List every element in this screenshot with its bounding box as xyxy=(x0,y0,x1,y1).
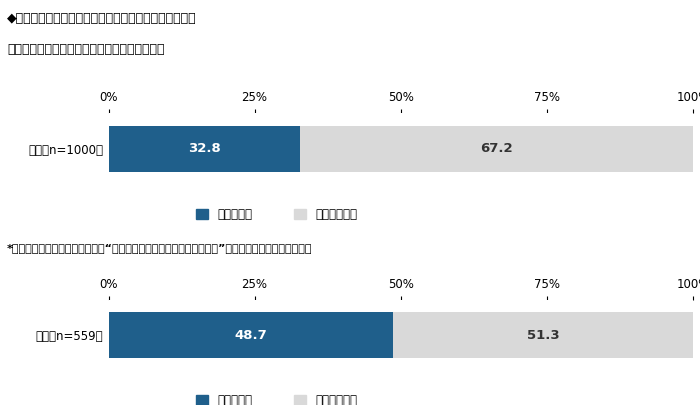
Text: *職場でアルコール検知器による“社用車運転者のアルコールチェック”が実施されている人がベース: *職場でアルコール検知器による“社用車運転者のアルコールチェック”が実施されてい… xyxy=(7,243,312,253)
Bar xyxy=(108,126,693,172)
Legend: 知っていた, 知らなかった: 知っていた, 知らなかった xyxy=(191,203,362,226)
Text: 48.7: 48.7 xyxy=(234,328,267,342)
Bar xyxy=(108,126,300,172)
Text: ◆アルコール検知器に関する認知状況［単一回答形式］: ◆アルコール検知器に関する認知状況［単一回答形式］ xyxy=(7,12,197,25)
Bar xyxy=(108,312,393,358)
Text: 《アルコール検知器には有効期限があること》: 《アルコール検知器には有効期限があること》 xyxy=(7,43,164,55)
Text: 32.8: 32.8 xyxy=(188,142,220,156)
Text: 67.2: 67.2 xyxy=(480,142,513,156)
Bar xyxy=(108,312,693,358)
Text: 51.3: 51.3 xyxy=(527,328,559,342)
Legend: 知っていた, 知らなかった: 知っていた, 知らなかった xyxy=(191,390,362,405)
